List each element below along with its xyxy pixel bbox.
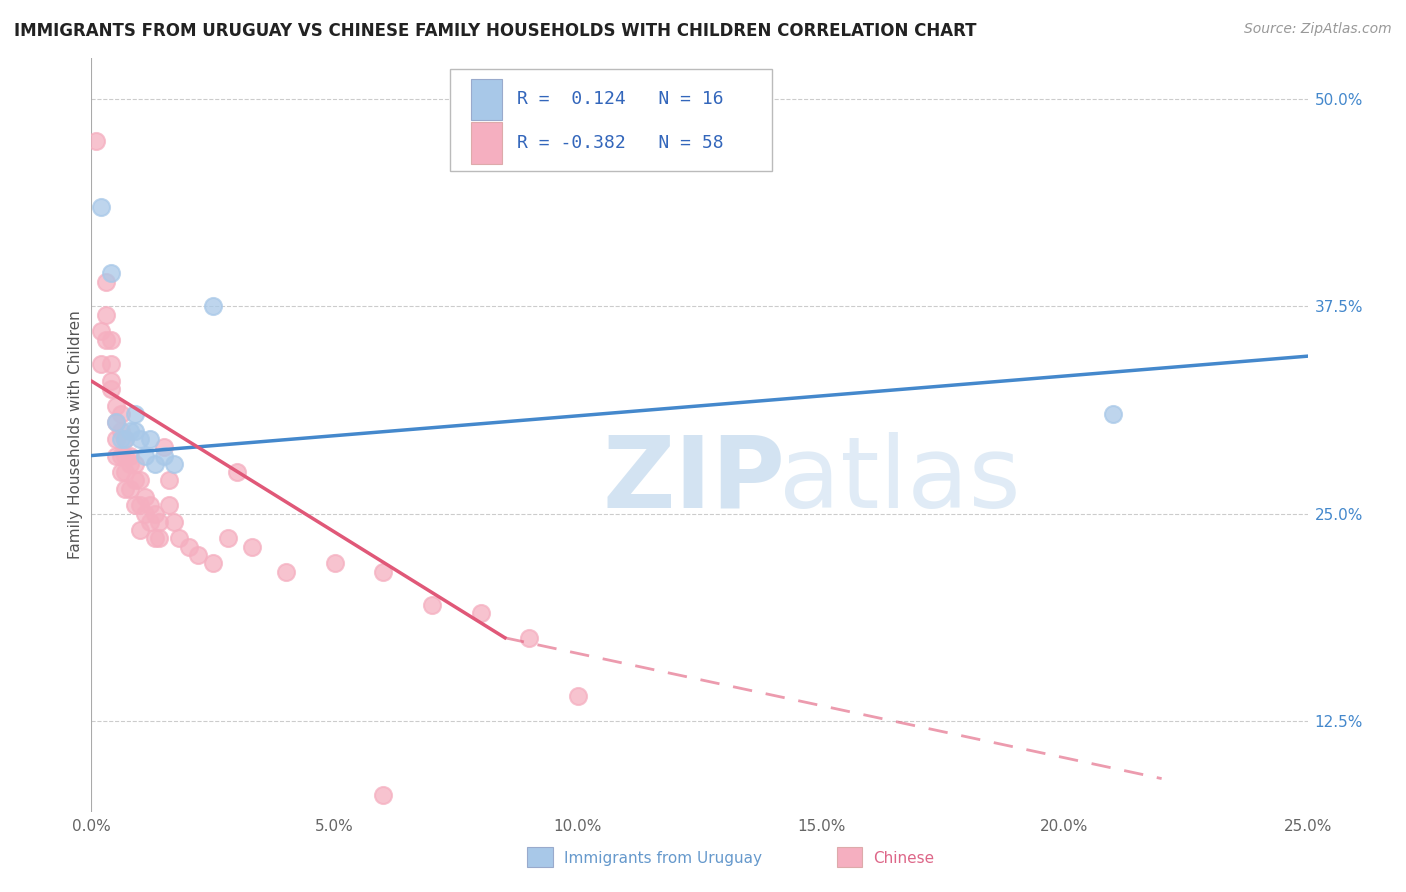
Point (104, 416, 127, 430)
FancyBboxPatch shape (450, 70, 772, 171)
Point (110, 407, 132, 421)
Point (148, 515, 170, 529)
Bar (471, 78, 502, 120)
Text: R =  0.124   N = 16: R = 0.124 N = 16 (517, 90, 724, 109)
Point (373, 788, 395, 802)
Point (110, 432, 132, 446)
Text: Chinese: Chinese (873, 851, 934, 865)
Point (470, 606, 492, 620)
Point (100, 382, 122, 396)
Point (124, 407, 146, 421)
Point (129, 474, 152, 488)
Point (90, 358, 112, 372)
Point (114, 432, 136, 446)
Point (100, 333, 122, 347)
Point (134, 449, 156, 463)
Point (420, 598, 443, 612)
Point (120, 424, 142, 438)
Point (157, 474, 180, 488)
Point (202, 556, 225, 570)
Text: ZIP: ZIP (602, 432, 785, 529)
Point (120, 449, 142, 463)
Point (143, 532, 166, 546)
Point (120, 482, 142, 496)
Point (110, 449, 132, 463)
Point (143, 457, 166, 471)
Point (100, 358, 122, 372)
Y-axis label: Family Households with Children: Family Households with Children (67, 310, 83, 559)
Text: IMMIGRANTS FROM URUGUAY VS CHINESE FAMILY HOUSEHOLDS WITH CHILDREN CORRELATION C: IMMIGRANTS FROM URUGUAY VS CHINESE FAMIL… (14, 22, 977, 40)
Point (163, 515, 186, 529)
Point (148, 532, 170, 546)
Point (167, 532, 190, 546)
Point (153, 440, 176, 454)
Text: Source: ZipAtlas.com: Source: ZipAtlas.com (1244, 22, 1392, 37)
Point (129, 432, 152, 446)
Point (202, 300, 225, 314)
Point (177, 540, 200, 554)
Point (124, 498, 146, 512)
Point (90, 200, 112, 214)
Point (274, 565, 297, 579)
Point (110, 465, 132, 479)
Point (84, 134, 107, 148)
Point (110, 424, 132, 438)
Point (134, 507, 156, 521)
Point (124, 424, 146, 438)
Point (157, 498, 180, 512)
Point (104, 416, 127, 430)
Point (104, 432, 127, 446)
Point (124, 457, 146, 471)
Point (1102, 407, 1125, 421)
Point (100, 266, 122, 280)
Point (226, 465, 249, 479)
Point (104, 449, 127, 463)
Point (90, 324, 112, 338)
Point (124, 474, 146, 488)
Point (114, 482, 136, 496)
Point (567, 689, 589, 703)
Point (120, 457, 142, 471)
Point (187, 548, 209, 562)
Point (129, 523, 152, 537)
Point (94, 308, 117, 322)
Text: Immigrants from Uruguay: Immigrants from Uruguay (564, 851, 762, 865)
Point (104, 399, 127, 413)
Point (143, 507, 166, 521)
Bar (471, 122, 502, 163)
Point (100, 374, 122, 388)
Point (139, 432, 162, 446)
Point (114, 432, 136, 446)
Point (139, 515, 162, 529)
Point (139, 498, 162, 512)
Point (94, 275, 117, 289)
Point (240, 540, 263, 554)
Text: atlas: atlas (779, 432, 1021, 529)
Point (114, 465, 136, 479)
Point (217, 532, 239, 546)
Point (373, 565, 395, 579)
Point (153, 449, 176, 463)
Point (134, 490, 156, 504)
Point (163, 457, 186, 471)
Point (94, 333, 117, 347)
Point (517, 631, 540, 645)
Text: R = -0.382   N = 58: R = -0.382 N = 58 (517, 134, 724, 152)
Point (114, 449, 136, 463)
Point (129, 498, 152, 512)
Point (323, 556, 346, 570)
